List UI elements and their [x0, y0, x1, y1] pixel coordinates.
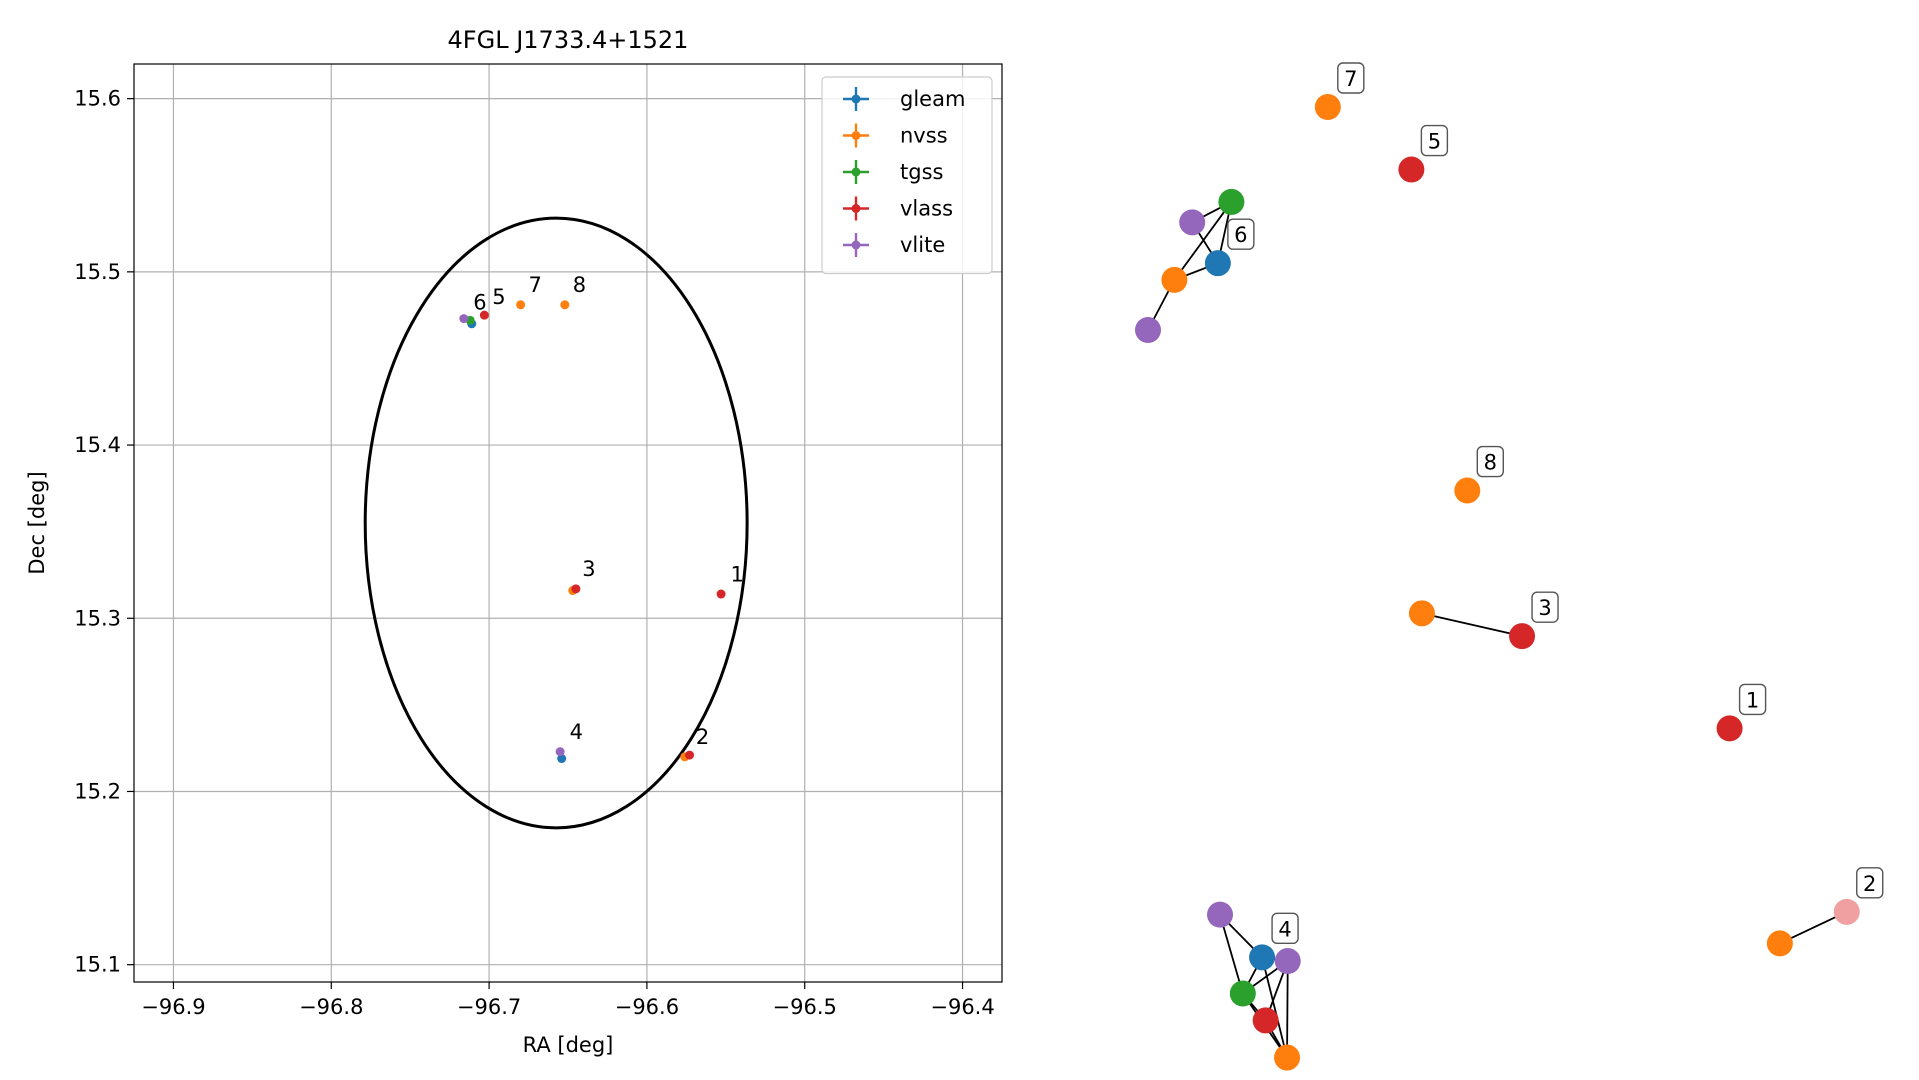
point-label: 2: [696, 725, 709, 749]
network-label: 7: [1344, 67, 1357, 91]
y-tick-label: 15.6: [74, 87, 121, 111]
x-axis-ticks: −96.9 −96.8 −96.7 −96.6 −96.5 −96.4: [141, 982, 995, 1019]
legend-label: nvss: [900, 124, 948, 148]
axes-frame: [133, 63, 1003, 983]
point-label: 7: [529, 273, 542, 297]
point-label: 4: [570, 720, 583, 744]
network-label: 5: [1428, 130, 1441, 154]
network-node: [1398, 156, 1425, 183]
point-label: 6: [473, 290, 486, 314]
network-label: 1: [1746, 688, 1759, 712]
network-node: [1509, 623, 1536, 650]
network-label: 4: [1278, 917, 1291, 941]
y-axis-ticks: 15.1 15.2 15.3 15.4 15.5 15.6: [74, 87, 134, 977]
data-points: [459, 300, 726, 764]
network-node: [1204, 250, 1231, 277]
legend-marker-dot: [851, 167, 861, 177]
point-label: 1: [731, 562, 744, 586]
vlite-point: [459, 314, 469, 324]
gleam-point: [557, 754, 567, 764]
vlass-point: [716, 589, 726, 599]
network-edge: [1173, 201, 1233, 281]
x-tick-label: −96.7: [457, 995, 521, 1019]
vlite-point: [555, 747, 565, 757]
network-label-box: [1271, 912, 1299, 945]
legend-box: [821, 76, 993, 275]
network-node: [1274, 948, 1301, 975]
chart-title: 4FGL J1733.4+1521: [448, 26, 689, 54]
x-tick-label: −96.5: [773, 995, 837, 1019]
network-edge: [1286, 961, 1289, 1058]
network-label: 8: [1484, 451, 1497, 475]
network-labels: 7 5 8 3 1 2 6 4: [1227, 62, 1884, 945]
point-label: 3: [582, 557, 595, 581]
network-node: [1252, 1007, 1279, 1034]
point-label: 8: [573, 273, 586, 297]
legend-label: tgss: [900, 160, 943, 184]
legend-marker-dot: [851, 240, 861, 250]
network-label: 6: [1234, 223, 1247, 247]
network-node: [1161, 266, 1188, 293]
network-panel: 7 5 8 3 1 2 6 4: [1135, 62, 1884, 1071]
uncertainty-ellipse: [363, 216, 749, 830]
legend-label: vlite: [900, 233, 945, 257]
network-node: [1249, 944, 1276, 971]
network-node: [1229, 980, 1256, 1007]
legend-marker-dot: [851, 94, 861, 104]
network-label-box: [1227, 218, 1255, 250]
network-label: 3: [1538, 596, 1551, 620]
network-label-box: [1476, 445, 1504, 478]
y-axis-label: Dec [deg]: [25, 471, 49, 574]
network-node: [1833, 898, 1860, 925]
y-tick-label: 15.4: [74, 433, 121, 457]
network-node: [1716, 715, 1743, 742]
network-node: [1766, 930, 1793, 957]
vlass-point: [571, 584, 581, 594]
ellipse-outline: [363, 216, 749, 830]
network-label-box: [1531, 591, 1559, 623]
network-node: [1274, 1044, 1301, 1071]
network-label-box: [1337, 62, 1365, 94]
x-axis-label: RA [deg]: [523, 1033, 614, 1057]
point-labels: 1 2 3 4 56 7 8: [473, 273, 744, 749]
vlass-point: [479, 310, 489, 320]
nvss-point: [516, 300, 526, 310]
network-label-box: [1738, 683, 1767, 716]
network-node: [1135, 317, 1161, 343]
network-edge: [1219, 914, 1244, 994]
vlass-point: [685, 750, 695, 760]
legend-marker-dot: [851, 204, 861, 213]
network-label: 2: [1863, 872, 1876, 896]
point-label: 5: [492, 285, 505, 309]
network-node: [1179, 209, 1206, 236]
legend-label: gleam: [900, 87, 965, 111]
y-tick-label: 15.1: [74, 953, 121, 977]
x-tick-label: −96.4: [930, 995, 994, 1019]
network-nodes: [1135, 94, 1860, 1071]
legend-marker-dot: [851, 131, 861, 140]
network-label-box: [1856, 867, 1884, 899]
y-tick-label: 15.3: [74, 606, 121, 630]
x-tick-label: −96.9: [141, 995, 205, 1019]
y-tick-label: 15.2: [74, 779, 121, 803]
network-node: [1314, 94, 1341, 120]
network-node: [1454, 477, 1481, 504]
nvss-point: [560, 300, 570, 310]
legend-label: vlass: [900, 197, 953, 221]
network-edge: [1421, 612, 1523, 638]
y-tick-label: 15.5: [74, 260, 121, 284]
network-label-box: [1420, 124, 1449, 157]
x-tick-label: −96.8: [299, 995, 363, 1019]
network-node: [1207, 901, 1234, 928]
legend: gleam nvss tgss vlass vlite: [821, 76, 993, 275]
x-tick-label: −96.6: [615, 995, 679, 1019]
network-node: [1408, 600, 1435, 627]
network-node: [1218, 188, 1245, 215]
network-edge: [1261, 957, 1288, 1058]
